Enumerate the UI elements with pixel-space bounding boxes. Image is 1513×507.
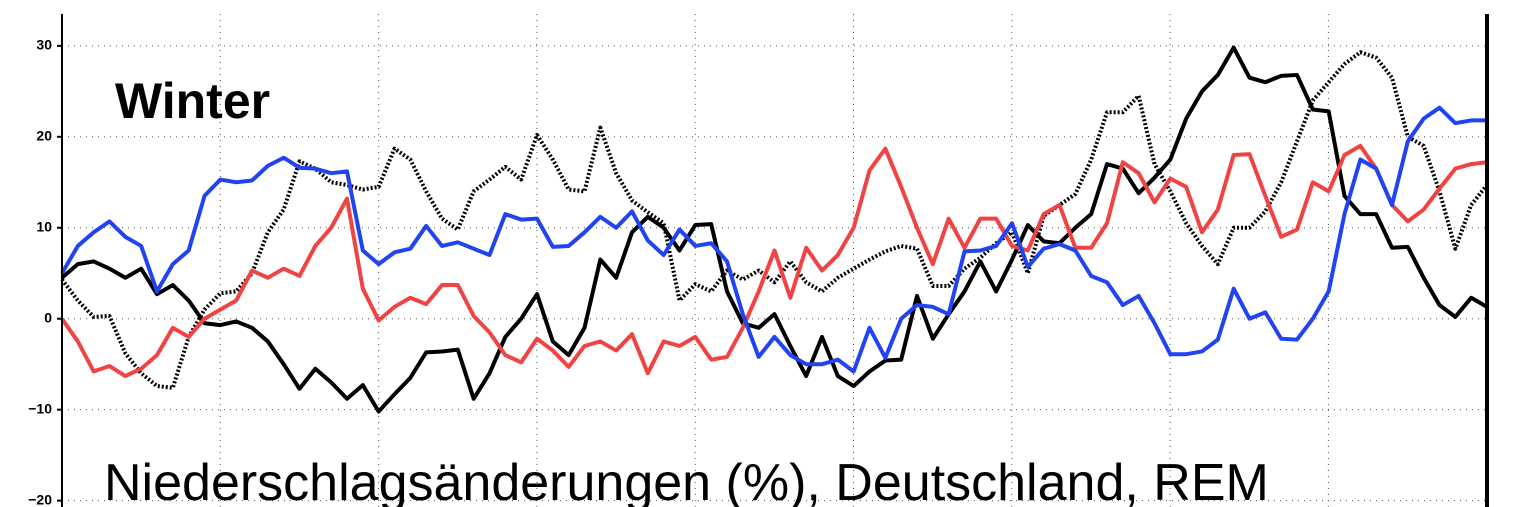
chart-subtitle: Niederschlagsänderungen (%), Deutschland…: [104, 454, 1269, 507]
grid: [62, 14, 1487, 507]
y-tick-label: 20: [36, 127, 52, 143]
series-line: [60, 50, 1489, 390]
series-line: [60, 105, 1487, 374]
lines: [60, 45, 1489, 414]
y-tick-label: −20: [28, 491, 52, 507]
series-line: [60, 45, 1488, 414]
y-tick-label: 10: [36, 218, 52, 234]
chart-title: Winter: [115, 73, 270, 129]
series-line: [60, 143, 1488, 379]
y-tick-label: −10: [28, 400, 52, 416]
y-tick-label: 30: [36, 37, 52, 53]
y-tick-label: 0: [44, 309, 52, 325]
